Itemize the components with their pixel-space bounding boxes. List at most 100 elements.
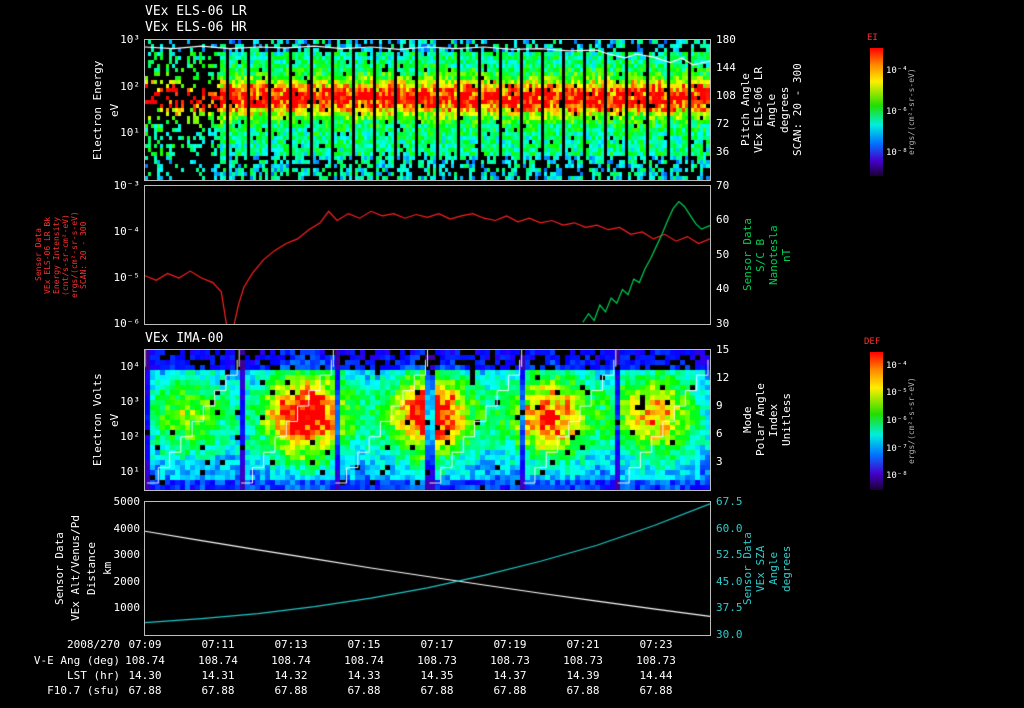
p4-rtick: 45.0 [716, 575, 743, 588]
p4-ylabel-line3: Distance [85, 542, 98, 595]
table-cell: 108.73 [563, 654, 603, 667]
els-spectrogram-panel [144, 39, 711, 181]
p2-rtick: 70 [716, 179, 730, 192]
p3-ytick: 10¹ [120, 465, 140, 478]
intensity-line-canvas [145, 186, 710, 324]
p3-rtick: 3 [716, 455, 723, 468]
p3-rtick: 9 [716, 399, 723, 412]
p4-ytick: 5000 [113, 495, 141, 508]
p2-rtick: 60 [716, 213, 730, 226]
p3-rtick: 6 [716, 427, 723, 440]
table-cell: 67.88 [420, 684, 454, 697]
table-cell: 67.88 [639, 684, 673, 697]
colorbar2 [870, 352, 883, 490]
p4-ytick: 2000 [113, 575, 141, 588]
p3-rlabel-line4: Unitless [780, 393, 793, 447]
p4-rlabel-line4: degrees [780, 545, 793, 592]
x-axis-time: 07:09 [128, 638, 162, 651]
p1-rlabel-line5: SCAN: 20 - 300 [791, 63, 804, 157]
cb2-tick: 10⁻⁷ [886, 444, 908, 454]
table-cell: 67.88 [347, 684, 381, 697]
p2-ylabel-line3: Energy Intensity [52, 216, 61, 294]
p1-rtick: 36 [716, 145, 730, 158]
table-cell: 14.39 [566, 669, 600, 682]
table-cell: 108.74 [125, 654, 165, 667]
p1-rtick: 72 [716, 117, 730, 130]
table-cell: 108.74 [198, 654, 238, 667]
table-row-label: LST (hr) [67, 669, 120, 682]
table-cell: 67.88 [274, 684, 308, 697]
p2-ylabel-line6: SCAN: 20 - 300 [79, 221, 88, 289]
table-cell: 108.74 [271, 654, 311, 667]
altitude-sza-panel [144, 501, 711, 636]
cb1-tick: 10⁻⁶ [886, 107, 908, 117]
p1-ytick: 10¹ [120, 126, 140, 139]
panel3-title: VEx IMA-00 [145, 331, 224, 346]
colorbar1 [870, 48, 883, 176]
table-row-label: F10.7 (sfu) [47, 684, 120, 697]
cb1-tick: 10⁻⁴ [886, 66, 908, 76]
p2-ytick: 10⁻⁴ [113, 225, 141, 238]
colorbar2-units: ergs/(cm²-s-sr-eV) [907, 377, 916, 465]
p2-ylabel-line4: (cnt/s-sr-cm²-eV) [61, 214, 70, 296]
table-cell: 108.73 [417, 654, 457, 667]
table-cell: 14.30 [128, 669, 162, 682]
p3-rtick: 12 [716, 371, 730, 384]
els-spectrogram-canvas [145, 40, 710, 180]
ima-spectrogram-panel [144, 349, 711, 491]
p1-rtick: 144 [716, 61, 736, 74]
p3-ytick: 10³ [120, 395, 140, 408]
p1-rtick: 108 [716, 89, 736, 102]
x-axis-date: 2008/270 [67, 638, 120, 651]
cb2-tick: 10⁻⁸ [886, 471, 908, 481]
table-cell: 108.73 [636, 654, 676, 667]
p4-ylabel-line2: VEx Alt/Venus/Pd [69, 515, 82, 622]
p3-rtick: 15 [716, 343, 730, 356]
p4-rtick: 37.5 [716, 601, 743, 614]
p4-rtick: 52.5 [716, 548, 743, 561]
x-axis-time: 07:21 [566, 638, 600, 651]
table-cell: 67.88 [566, 684, 600, 697]
table-cell: 67.88 [128, 684, 162, 697]
table-cell: 14.37 [493, 669, 527, 682]
colorbar2-title: DEF [864, 337, 881, 347]
p3-ytick: 10⁴ [120, 360, 140, 373]
p4-ytick: 1000 [113, 601, 141, 614]
p4-rtick: 30.0 [716, 628, 743, 641]
table-cell: 108.73 [490, 654, 530, 667]
p4-rtick: 60.0 [716, 522, 743, 535]
colorbar1-units: ergs/(cm²-sr-s-eV) [907, 68, 916, 156]
p2-ylabel-line5: ergs/(cm²-sr-s-eV) [70, 211, 79, 299]
cb2-tick: 10⁻⁵ [886, 388, 908, 398]
intensity-line-panel [144, 185, 711, 325]
p3-ytick: 10² [120, 430, 140, 443]
table-cell: 67.88 [201, 684, 235, 697]
x-axis-time: 07:17 [420, 638, 454, 651]
p4-ytick: 4000 [113, 522, 141, 535]
x-axis-time: 07:19 [493, 638, 527, 651]
p2-ytick: 10⁻⁵ [113, 271, 141, 284]
p2-rtick: 30 [716, 317, 730, 330]
x-axis-time: 07:15 [347, 638, 381, 651]
p2-rtick: 50 [716, 248, 730, 261]
p1-ytick: 10³ [120, 33, 140, 46]
panel1-title-line1: VEx ELS-06 LR [145, 4, 247, 19]
table-cell: 67.88 [493, 684, 527, 697]
p2-ytick: 10⁻⁶ [113, 317, 141, 330]
colorbar1-title: EI [867, 33, 878, 43]
table-cell: 108.74 [344, 654, 384, 667]
p2-ytick: 10⁻³ [113, 179, 141, 192]
altitude-sza-canvas [145, 502, 710, 635]
p2-ylabel-line2: VEx ELS-06 LR Bk [43, 216, 52, 294]
table-row-label: V-E Ang (deg) [33, 654, 120, 667]
table-cell: 14.44 [639, 669, 673, 682]
p1-rtick: 180 [716, 33, 736, 46]
x-axis-time: 07:13 [274, 638, 308, 651]
table-cell: 14.33 [347, 669, 381, 682]
cb2-tick: 10⁻⁴ [886, 361, 908, 371]
cb1-tick: 10⁻⁸ [886, 148, 908, 158]
table-cell: 14.32 [274, 669, 308, 682]
p4-rtick: 67.5 [716, 495, 743, 508]
p1-ylabel-line2: eV [108, 103, 121, 117]
